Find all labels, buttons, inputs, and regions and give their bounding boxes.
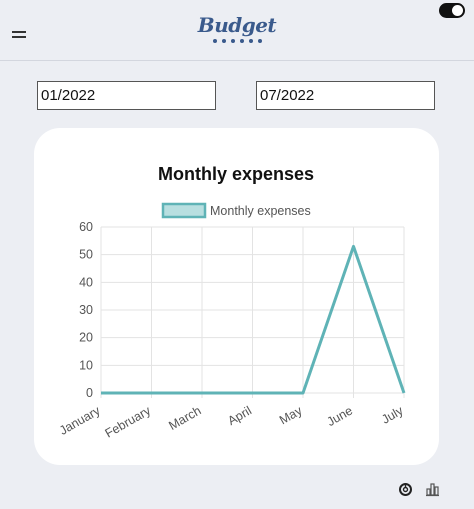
data-point[interactable] [300, 390, 306, 396]
data-point[interactable] [401, 390, 407, 396]
data-point[interactable] [199, 390, 205, 396]
y-tick-label: 20 [79, 331, 93, 345]
data-point[interactable] [250, 390, 256, 396]
x-tick-label: May [277, 403, 305, 427]
app-logo: Budget [196, 14, 278, 43]
data-point[interactable] [98, 390, 104, 396]
legend-swatch[interactable] [161, 202, 207, 219]
bar-chart-icon[interactable] [425, 482, 440, 497]
x-tick-label: June [325, 403, 356, 429]
expenses-line-chart: Monthly expenses Monthly expenses 0 10 20 3… [57, 164, 407, 441]
hamburger-icon[interactable] [12, 31, 26, 38]
x-tick-label: March [166, 403, 203, 433]
chart-card: Monthly expenses Monthly expenses 0 10 20 3… [34, 128, 439, 465]
x-tick-label: February [103, 403, 154, 441]
x-tick-label: January [57, 403, 103, 438]
legend-label[interactable]: Monthly expenses [210, 204, 311, 218]
y-tick-label: 0 [86, 386, 93, 400]
y-tick-label: 30 [79, 303, 93, 317]
logo-text: Budget [197, 13, 277, 37]
series-layer [98, 243, 407, 396]
donut-chart-icon[interactable] [398, 482, 413, 497]
y-tick-label: 50 [79, 248, 93, 262]
theme-toggle[interactable] [439, 3, 465, 18]
y-tick-label: 40 [79, 275, 93, 289]
x-axis: January February March April May June July [57, 403, 406, 441]
x-tick-label: July [379, 403, 406, 427]
logo-dots [196, 39, 278, 43]
start-date-input[interactable] [37, 81, 216, 110]
data-point[interactable] [149, 390, 155, 396]
x-tick-label: April [225, 403, 254, 428]
chart-grid [100, 226, 405, 398]
top-bar: Budget [0, 0, 474, 60]
end-date-input[interactable] [256, 81, 435, 110]
y-tick-label: 10 [79, 358, 93, 372]
chart-title: Monthly expenses [158, 164, 314, 184]
y-tick-label: 60 [79, 220, 93, 234]
y-axis: 0 10 20 30 40 50 60 [79, 220, 93, 400]
header-divider [0, 60, 474, 61]
data-point[interactable] [351, 243, 357, 249]
series-line [101, 244, 406, 395]
